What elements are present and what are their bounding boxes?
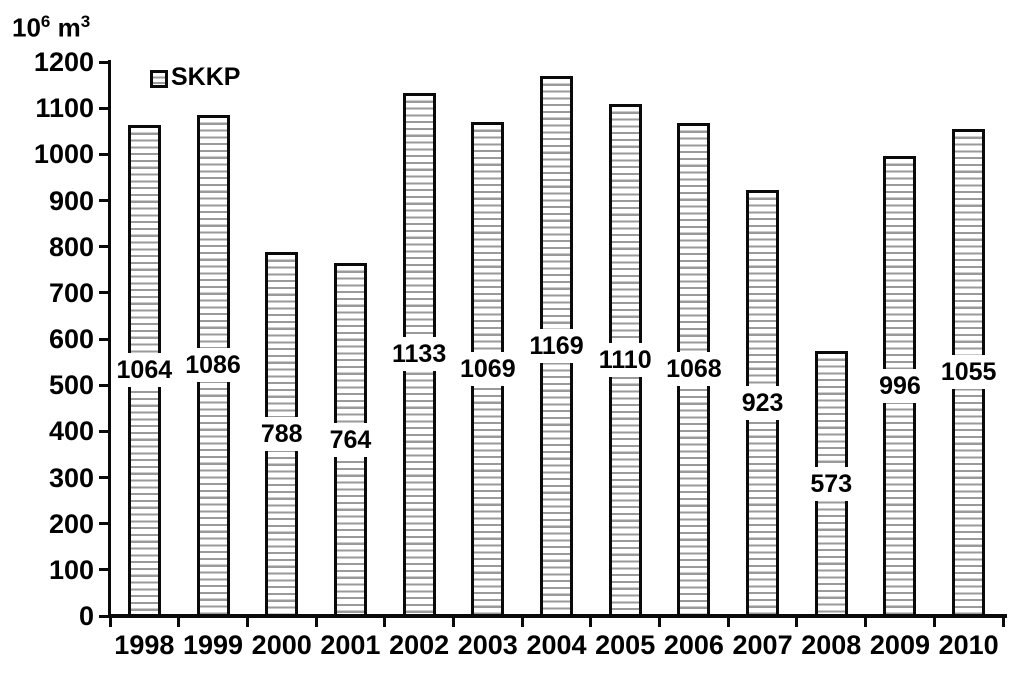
y-axis-tick [99, 245, 111, 249]
x-axis-tick [314, 616, 318, 627]
x-tick-label: 2006 [663, 630, 724, 660]
y-tick-label: 300 [48, 462, 94, 493]
bar-label-band [882, 369, 918, 404]
x-axis-tick [864, 616, 868, 627]
x-tick-label: 2007 [732, 630, 793, 660]
y-tick-label: 400 [48, 416, 94, 447]
x-tick-label: 2004 [526, 630, 587, 660]
bar-value-label: 1110 [598, 345, 652, 374]
y-tick-label: 0 [78, 601, 94, 631]
y-axis-tick [99, 337, 111, 341]
x-axis-tick [245, 616, 249, 627]
y-axis-tick [99, 199, 111, 202]
bar-value-label: 788 [260, 420, 303, 449]
y-tick-label: 700 [48, 277, 94, 308]
x-axis-tick [108, 616, 112, 627]
y-tick-label: 900 [48, 185, 94, 216]
bar-label-band [195, 348, 231, 383]
legend-hatch-swatch-icon [150, 69, 168, 88]
bar-label-band [745, 385, 781, 420]
y-tick-label: 1200 [33, 47, 94, 77]
y-axis-unit-label: 106 m3 [12, 12, 90, 44]
y-axis-tick [99, 429, 111, 433]
x-tick-label: 1998 [114, 630, 175, 660]
bar-label-band [813, 466, 849, 501]
x-axis-tick [658, 616, 662, 627]
bar-value-label: 573 [810, 469, 853, 498]
bar-value-label: 1068 [666, 355, 722, 384]
x-tick-label: 2000 [251, 630, 312, 660]
bar-value-label: 1169 [529, 332, 584, 361]
y-tick-label: 600 [48, 324, 94, 354]
y-axis-tick [99, 106, 111, 110]
bar-label-band [607, 342, 643, 377]
y-tick-label: 1100 [35, 93, 94, 124]
bar-value-label: 1064 [116, 356, 173, 385]
y-tick-label: 200 [48, 508, 94, 539]
bar-value-label: 996 [879, 372, 921, 401]
bar-label-band [676, 352, 712, 387]
x-axis-tick [726, 616, 730, 627]
x-tick-label: 2005 [595, 630, 656, 660]
bar-label-band [264, 417, 300, 452]
x-axis-tick [589, 616, 593, 627]
x-axis-tick [177, 616, 181, 627]
legend-series-label: SKKP [171, 63, 241, 91]
y-tick-label: 500 [48, 370, 94, 401]
x-tick-label: 2003 [457, 630, 518, 660]
x-axis-line [108, 614, 1007, 618]
x-tick-label: 2010 [938, 630, 999, 660]
bar-label-band [539, 329, 574, 364]
unit-base: 10 [12, 12, 41, 43]
x-axis-tick [451, 616, 455, 627]
y-axis-tick [99, 614, 111, 618]
x-tick-label: 1999 [182, 630, 244, 660]
y-axis-tick [99, 291, 111, 295]
y-tick-label: 100 [48, 554, 94, 585]
x-axis-tick [383, 616, 387, 627]
bar-value-label: 1069 [459, 355, 516, 384]
bar-value-label: 1133 [391, 340, 447, 369]
y-tick-label: 1000 [33, 139, 94, 170]
y-tick-label: 800 [48, 231, 94, 262]
y-axis-tick [99, 522, 111, 526]
bar-label-band [126, 353, 162, 388]
y-axis-tick [99, 476, 111, 479]
x-axis-tick [795, 616, 799, 627]
x-tick-label: 2008 [801, 630, 862, 660]
x-axis-tick [1001, 616, 1005, 627]
bar-value-label: 923 [741, 388, 784, 417]
bar-label-band [470, 352, 506, 387]
x-tick-label: 2002 [389, 630, 450, 660]
unit-text: m [57, 12, 81, 43]
x-tick-label: 2001 [320, 630, 381, 660]
bar-label-band [951, 355, 987, 390]
y-axis-tick [99, 60, 111, 64]
x-axis-tick [932, 616, 936, 627]
bar-label-band [401, 337, 437, 372]
unit-exponent: 6 [40, 12, 51, 31]
y-axis-tick [99, 152, 111, 156]
y-axis-tick [99, 568, 111, 572]
bar-label-band [332, 422, 368, 457]
x-axis-tick [520, 616, 524, 627]
x-tick-label: 2009 [869, 630, 930, 660]
bar-value-label: 764 [329, 425, 372, 454]
bar-value-label: 1086 [185, 351, 241, 380]
y-axis-tick [99, 383, 111, 387]
unit-text-exponent: 3 [80, 12, 91, 31]
y-axis-line [108, 60, 111, 618]
bar-value-label: 1055 [940, 358, 997, 387]
legend: SKKP [150, 64, 240, 90]
